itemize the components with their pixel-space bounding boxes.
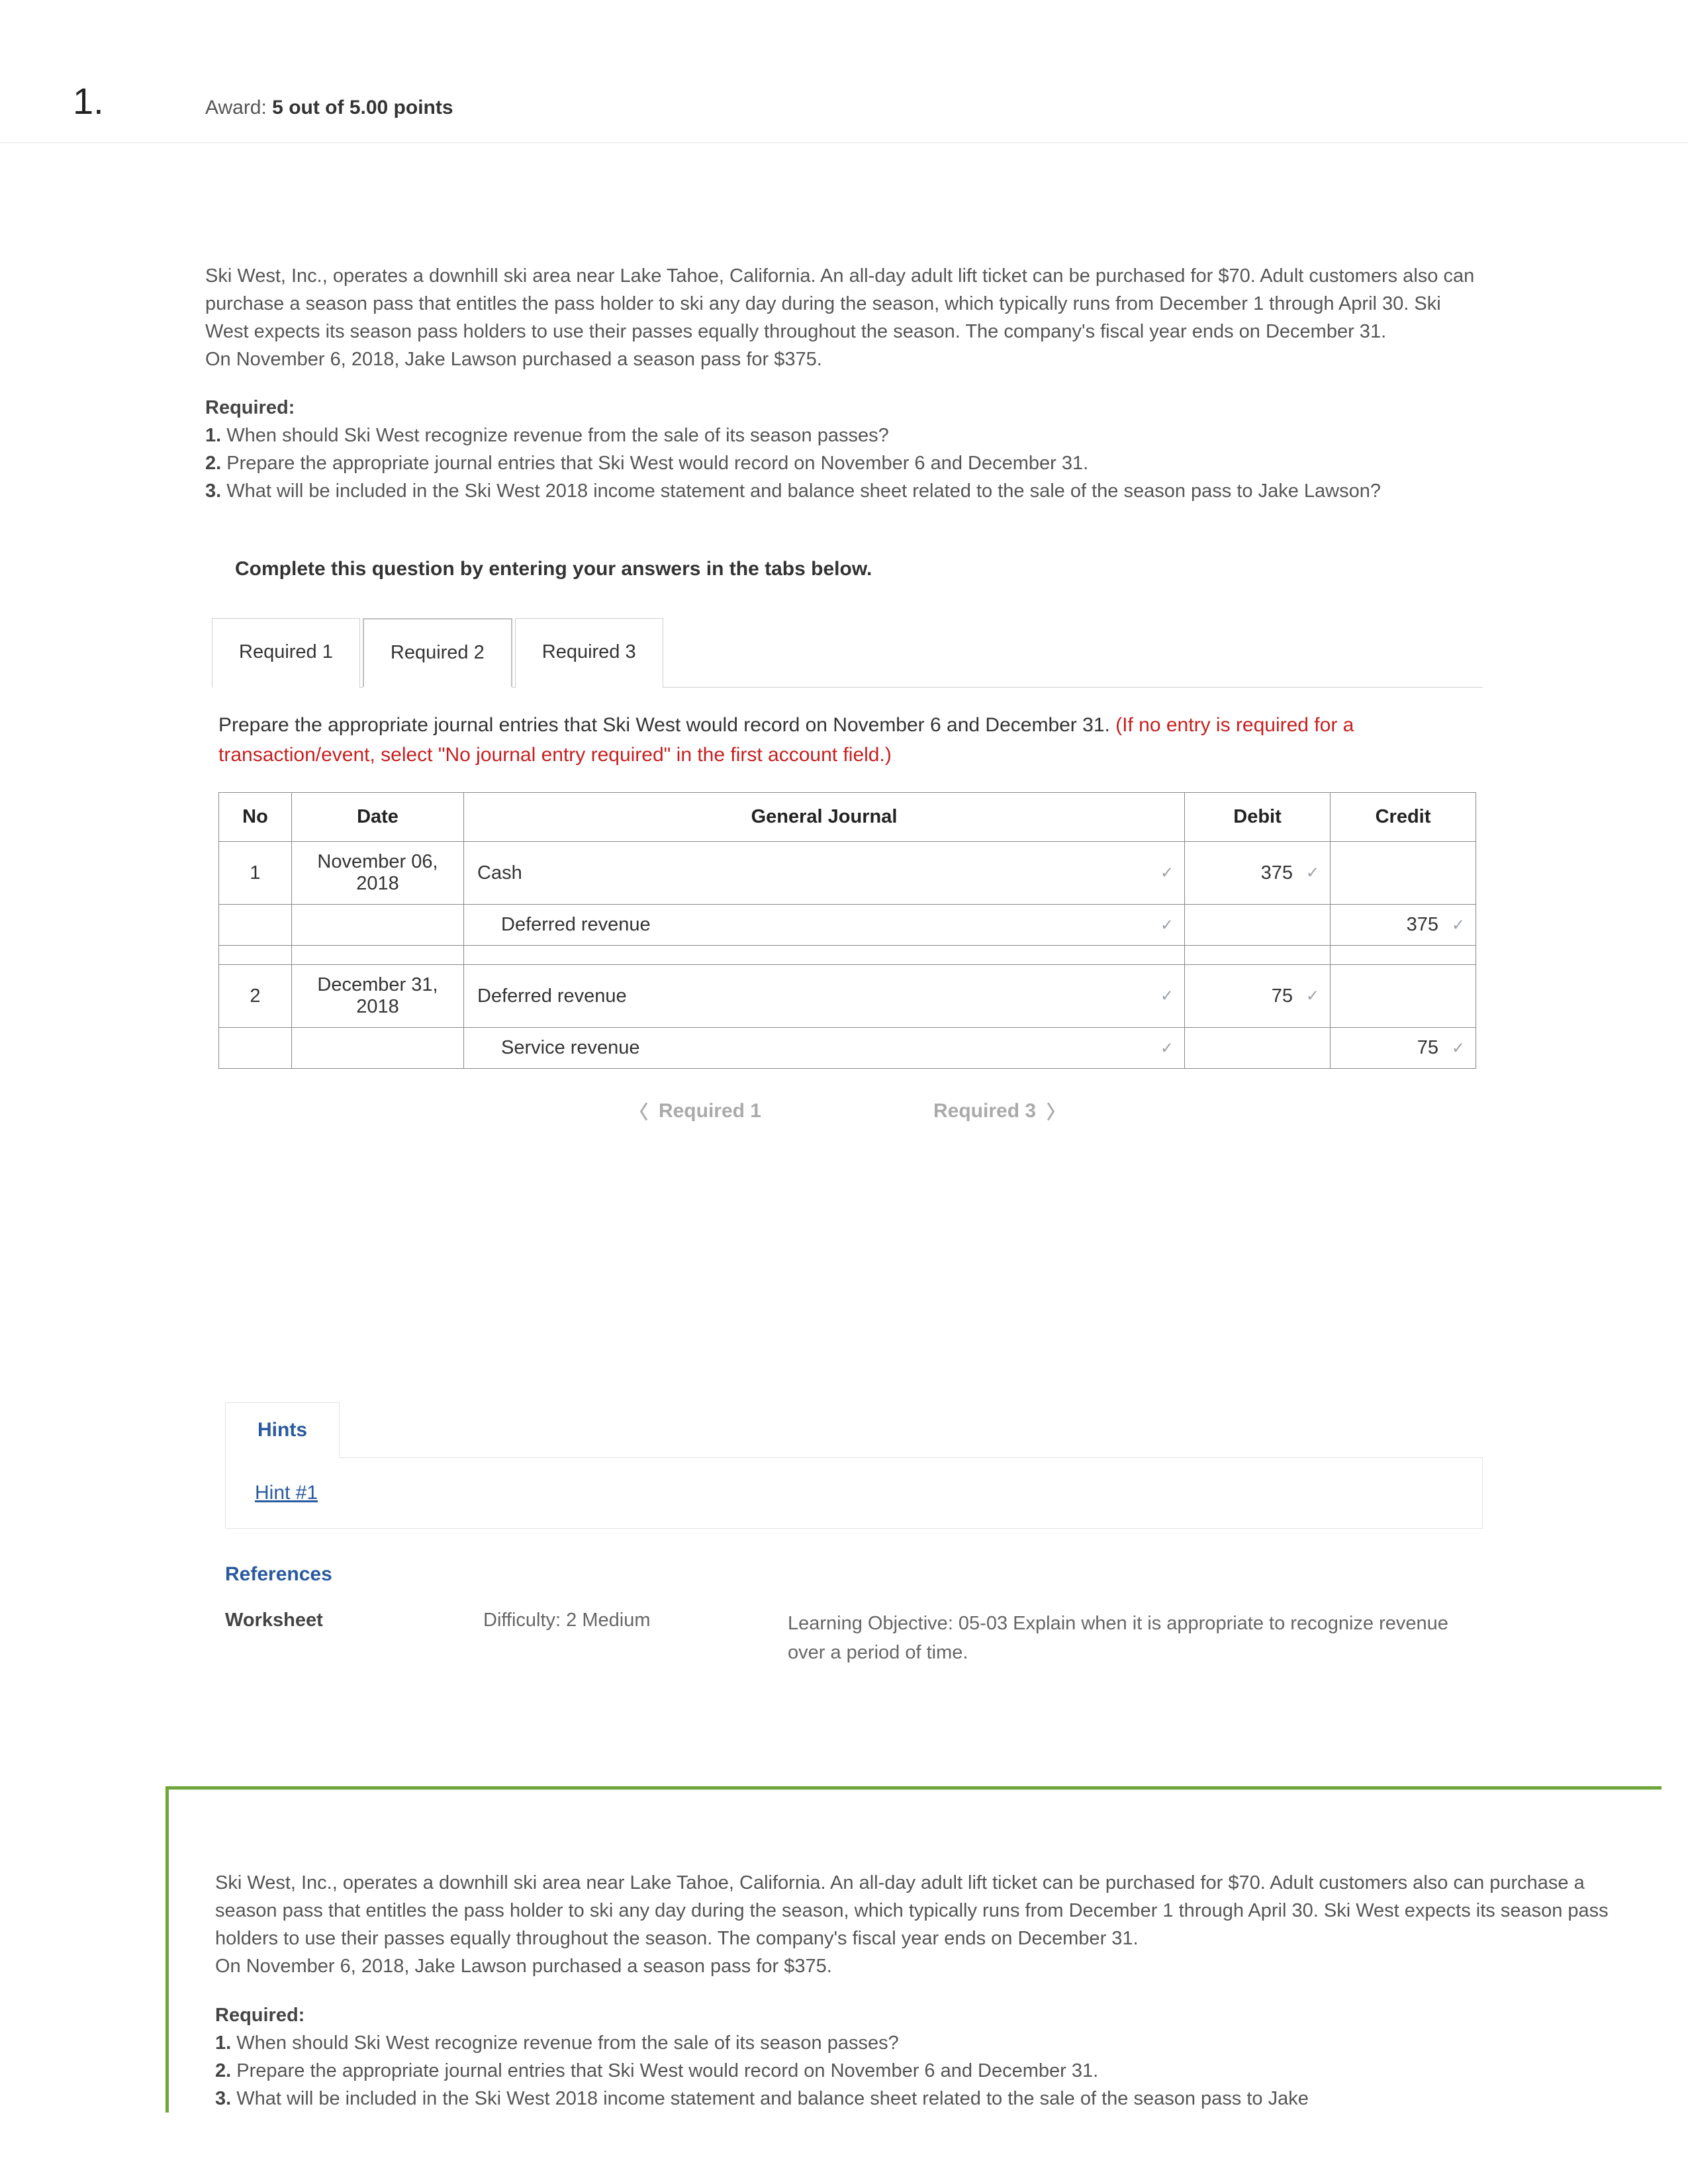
spacer-cell [292, 946, 464, 965]
prompt-para-2: On November 6, 2018, Jake Lawson purchas… [205, 349, 822, 370]
check-icon: ✓ [1306, 987, 1319, 1006]
hints-section: Hints Hint #1 References Worksheet Diffi… [225, 1402, 1483, 1667]
check-icon: ✓ [1160, 864, 1174, 883]
check-icon: ✓ [1452, 915, 1465, 934]
answer-req-num-2: 2. [215, 2060, 231, 2081]
th-general-journal: General Journal [464, 793, 1185, 842]
nav-prev[interactable]: 〈 Required 1 [630, 1098, 761, 1124]
table-row: Deferred revenue✓ 375✓ [219, 905, 1476, 946]
tab-nav: 〈 Required 1 Required 3 〉 [218, 1098, 1476, 1124]
cell-debit[interactable]: 75✓ [1185, 965, 1331, 1028]
answer-box: Ski West, Inc., operates a downhill ski … [165, 1786, 1662, 2112]
req-num-2: 2. [205, 453, 221, 474]
tab-desc-black: Prepare the appropriate journal entries … [218, 714, 1115, 736]
tab-required-2[interactable]: Required 2 [363, 618, 512, 688]
table-row: 2December 31, 2018Deferred revenue✓75✓ [219, 965, 1476, 1028]
ref-learning-objective: Learning Objective: 05-03 Explain when i… [788, 1610, 1483, 1667]
spacer-cell [1331, 946, 1476, 965]
spacer-cell [219, 946, 292, 965]
check-icon: ✓ [1306, 864, 1319, 883]
award-value: 5 out of 5.00 points [272, 97, 453, 118]
cell-account[interactable]: Deferred revenue✓ [464, 905, 1185, 946]
references-label: References [225, 1563, 1483, 1586]
answer-para-2: On November 6, 2018, Jake Lawson purchas… [215, 1956, 832, 1977]
page: 1. Award: 5 out of 5.00 points Ski West,… [0, 0, 1688, 2113]
required-list: 1. When should Ski West recognize revenu… [205, 422, 1483, 505]
req-num-3: 3. [205, 480, 221, 502]
answer-para-1: Ski West, Inc., operates a downhill ski … [215, 1872, 1609, 1949]
award-label: Award: [205, 97, 267, 118]
req-num-1: 1. [205, 425, 221, 446]
th-no: No [219, 793, 292, 842]
required-label: Required: [205, 397, 1483, 419]
spacer-cell [1185, 946, 1331, 965]
cell-debit[interactable]: 375✓ [1185, 842, 1331, 905]
cell-debit[interactable] [1185, 905, 1331, 946]
tab-body: Prepare the appropriate journal entries … [205, 688, 1483, 1124]
cell-no [219, 905, 292, 946]
req-2: Prepare the appropriate journal entries … [226, 453, 1088, 474]
th-debit: Debit [1185, 793, 1331, 842]
answer-req-num-1: 1. [215, 2032, 231, 2054]
cell-date: November 06, 2018 [292, 842, 464, 905]
answer-req-3-partial: What will be included in the Ski West 20… [236, 2088, 1309, 2109]
cell-date [292, 1028, 464, 1069]
cell-date: December 31, 2018 [292, 965, 464, 1028]
th-date: Date [292, 793, 464, 842]
th-credit: Credit [1331, 793, 1476, 842]
cell-no: 2 [219, 965, 292, 1028]
check-icon: ✓ [1160, 987, 1174, 1006]
table-row [219, 946, 1476, 965]
req-1: When should Ski West recognize revenue f… [226, 425, 889, 446]
cell-account[interactable]: Service revenue✓ [464, 1028, 1185, 1069]
answer-prompt: Ski West, Inc., operates a downhill ski … [215, 1869, 1615, 1980]
hints-box: Hint #1 [225, 1457, 1483, 1529]
ref-worksheet: Worksheet [225, 1610, 430, 1667]
req-3: What will be included in the Ski West 20… [226, 480, 1381, 502]
cell-account[interactable]: Cash✓ [464, 842, 1185, 905]
ref-difficulty: Difficulty: 2 Medium [483, 1610, 735, 1667]
chevron-right-icon: 〉 [1047, 1098, 1065, 1124]
tabs-row: Required 1 Required 2 Required 3 [212, 617, 1483, 688]
cell-no [219, 1028, 292, 1069]
table-row: Service revenue✓ 75✓ [219, 1028, 1476, 1069]
cell-date [292, 905, 464, 946]
tab-required-1[interactable]: Required 1 [212, 618, 360, 688]
cell-credit[interactable] [1331, 965, 1476, 1028]
question-header: 1. Award: 5 out of 5.00 points [0, 0, 1688, 143]
check-icon: ✓ [1160, 1038, 1174, 1058]
hint-link-1[interactable]: Hint #1 [255, 1482, 318, 1504]
answer-req-num-3: 3. [215, 2088, 231, 2109]
nav-prev-label: Required 1 [659, 1100, 761, 1122]
check-icon: ✓ [1452, 1038, 1465, 1058]
answer-req-1: When should Ski West recognize revenue f… [236, 2032, 899, 2054]
tab-required-3[interactable]: Required 3 [515, 618, 663, 688]
table-row: 1November 06, 2018Cash✓375✓ [219, 842, 1476, 905]
answer-required-label: Required: [215, 2005, 1615, 2026]
cell-debit[interactable] [1185, 1028, 1331, 1069]
chevron-left-icon: 〈 [630, 1098, 648, 1124]
nav-next[interactable]: Required 3 〉 [933, 1098, 1065, 1124]
answer-req-2: Prepare the appropriate journal entries … [236, 2060, 1098, 2081]
references-row: Worksheet Difficulty: 2 Medium Learning … [225, 1610, 1483, 1667]
table-header-row: No Date General Journal Debit Credit [219, 793, 1476, 842]
prompt-para-1: Ski West, Inc., operates a downhill ski … [205, 265, 1474, 342]
question-content: Ski West, Inc., operates a downhill ski … [0, 143, 1688, 1124]
tab-description: Prepare the appropriate journal entries … [218, 710, 1476, 770]
nav-next-label: Required 3 [933, 1100, 1036, 1122]
cell-no: 1 [219, 842, 292, 905]
journal-table: No Date General Journal Debit Credit 1No… [218, 792, 1476, 1069]
prompt-text: Ski West, Inc., operates a downhill ski … [205, 262, 1483, 373]
cell-account[interactable]: Deferred revenue✓ [464, 965, 1185, 1028]
cell-credit[interactable]: 375✓ [1331, 905, 1476, 946]
cell-credit[interactable] [1331, 842, 1476, 905]
award-text: Award: 5 out of 5.00 points [205, 97, 453, 119]
question-number: 1. [73, 79, 205, 122]
spacer-cell [464, 946, 1185, 965]
hints-tab[interactable]: Hints [225, 1402, 340, 1458]
check-icon: ✓ [1160, 915, 1174, 934]
answer-required-list: 1. When should Ski West recognize revenu… [215, 2029, 1615, 2113]
cell-credit[interactable]: 75✓ [1331, 1028, 1476, 1069]
tab-instruction: Complete this question by entering your … [205, 558, 1483, 580]
